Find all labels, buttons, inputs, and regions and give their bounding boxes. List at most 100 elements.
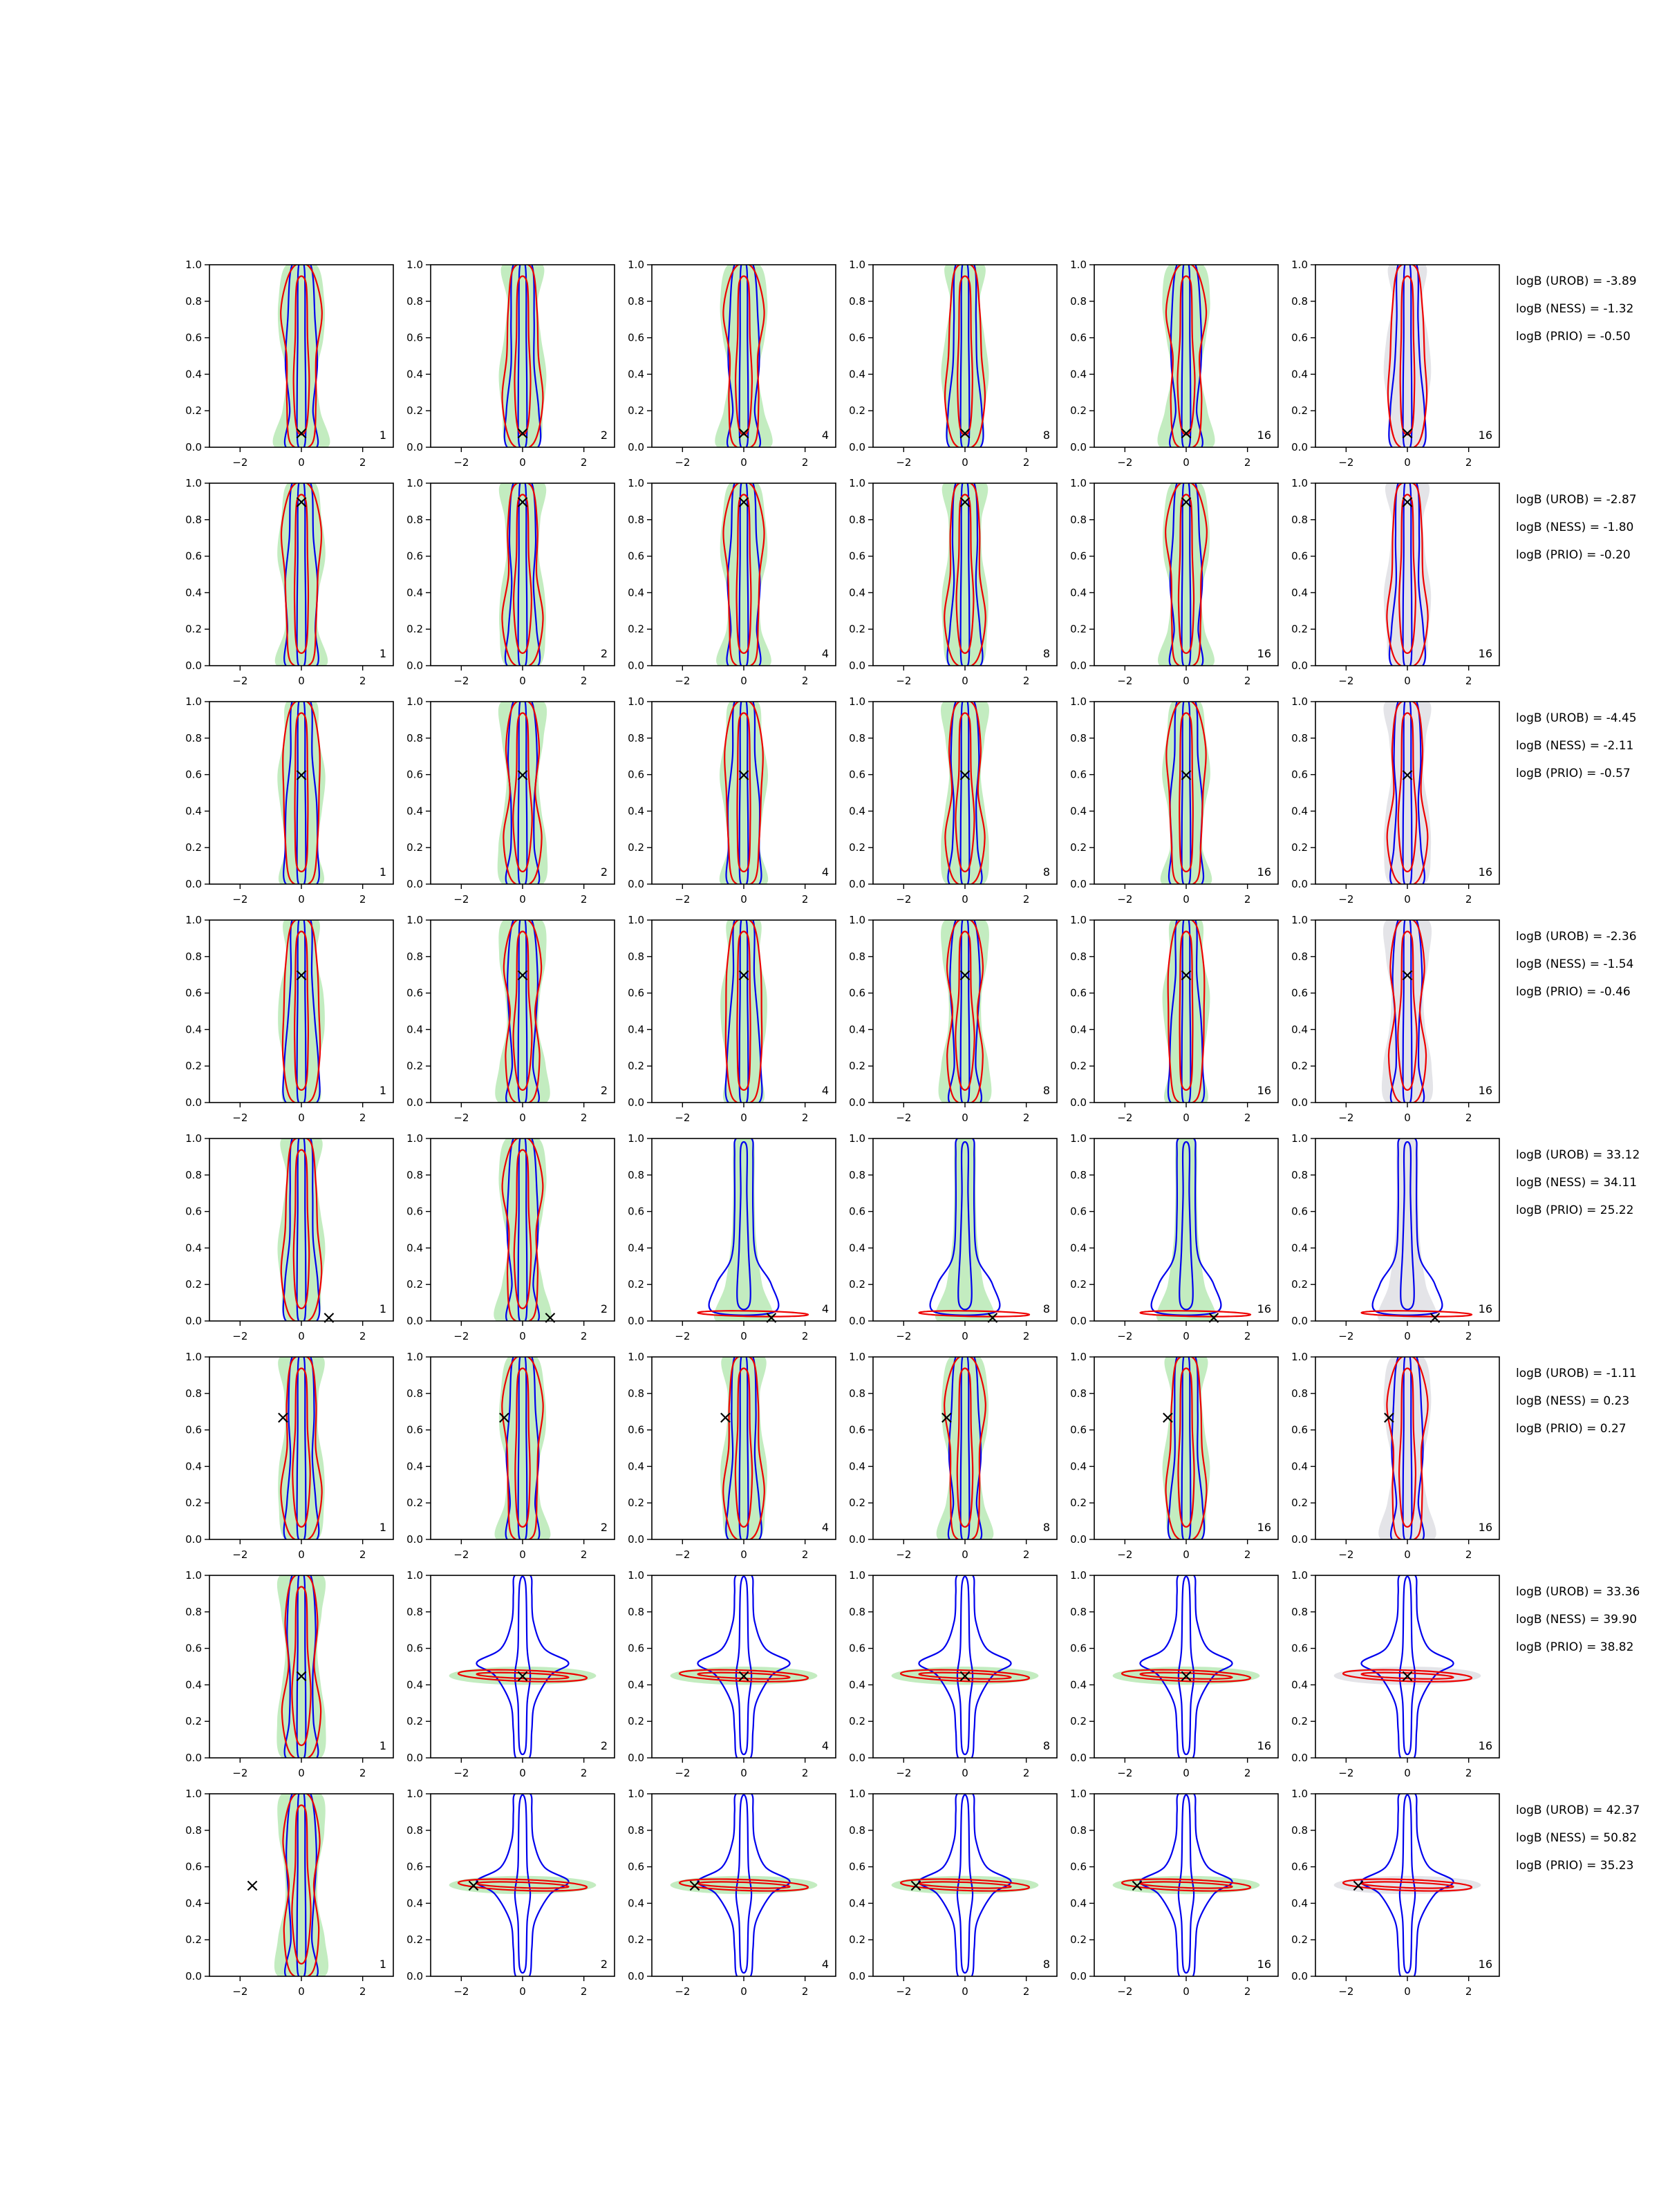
y-tick-label: 0.6 bbox=[849, 332, 865, 344]
y-tick-label: 0.2 bbox=[185, 1715, 202, 1727]
y-tick-label: 0.8 bbox=[849, 1387, 865, 1400]
y-tick-label: 0.2 bbox=[1070, 1715, 1087, 1727]
y-tick-label: 0.6 bbox=[406, 550, 423, 563]
density-fill bbox=[1378, 1357, 1436, 1539]
sample-size-label: 16 bbox=[1257, 865, 1271, 879]
contour-blue-outer bbox=[1139, 1575, 1233, 1758]
sample-size-label: 4 bbox=[822, 1302, 829, 1315]
true-value-marker: × bbox=[939, 1407, 955, 1428]
y-tick-label: 0.2 bbox=[1291, 404, 1308, 417]
contour-layer bbox=[1158, 483, 1215, 666]
x-tick-label: −2 bbox=[896, 675, 911, 687]
y-tick-label: 1.0 bbox=[849, 914, 865, 926]
logb-annotations-r4: logB (UROB) = -2.36 logB (NESS) = -1.54 lo… bbox=[1516, 930, 1637, 999]
contour-blue-inner bbox=[517, 1138, 528, 1321]
contour-red-inner bbox=[735, 494, 752, 654]
contour-red-outer bbox=[1165, 483, 1208, 666]
y-tick-label: 0.6 bbox=[628, 550, 644, 563]
contour-red-outer bbox=[1386, 1357, 1429, 1539]
x-tick-label: 2 bbox=[1244, 675, 1251, 687]
panel-r6-c3: × −2 0 2 0.0 0.2 0.4 0.6 0.8 1.0 4 bbox=[628, 1351, 836, 1561]
y-tick-label: 0.6 bbox=[406, 332, 423, 344]
contour-red-outer bbox=[1121, 1878, 1252, 1892]
true-value-marker: × bbox=[294, 1666, 309, 1687]
density-fill bbox=[720, 920, 767, 1103]
y-tick-label: 0.4 bbox=[849, 1460, 865, 1472]
y-tick-label: 0.2 bbox=[1291, 1060, 1308, 1072]
contour-red-inner bbox=[1177, 494, 1195, 654]
panel-r3-c2: × −2 0 2 0.0 0.2 0.4 0.6 0.8 1.0 2 bbox=[406, 695, 615, 906]
density-fill bbox=[713, 1138, 774, 1321]
contour-red-inner bbox=[956, 1367, 974, 1528]
x-tick-label: 2 bbox=[1244, 893, 1251, 906]
x-tick-label: 2 bbox=[581, 893, 588, 906]
density-fill bbox=[891, 1667, 1039, 1685]
true-value-marker: × bbox=[764, 1308, 779, 1329]
contour-layer bbox=[497, 702, 548, 884]
y-tick-label: 0.0 bbox=[1291, 441, 1308, 453]
contour-red-inner bbox=[291, 1586, 312, 1746]
y-tick-label: 0.2 bbox=[849, 1278, 865, 1291]
logb-annotations-r7: logB (UROB) = 33.36 logB (NESS) = 39.90 lo… bbox=[1516, 1585, 1640, 1654]
x-tick-label: 0 bbox=[1183, 675, 1190, 687]
contour-red-outer bbox=[1387, 920, 1427, 1103]
y-tick-label: 0.2 bbox=[406, 1715, 423, 1727]
sample-size-label: 1 bbox=[379, 1521, 386, 1534]
y-tick-label: 1.0 bbox=[406, 259, 423, 271]
panel-r8-c6: × −2 0 2 0.0 0.2 0.4 0.6 0.8 1.0 16 bbox=[1291, 1788, 1500, 1998]
y-tick-label: 0.4 bbox=[628, 1460, 644, 1472]
y-tick-label: 1.0 bbox=[185, 914, 202, 926]
contour-blue-inner bbox=[517, 1357, 528, 1539]
x-tick-label: 0 bbox=[519, 1548, 526, 1561]
y-tick-label: 0.4 bbox=[1291, 1023, 1308, 1035]
contour-red-outer bbox=[282, 702, 321, 884]
sample-size-label: 8 bbox=[1043, 865, 1050, 879]
contour-blue-inner bbox=[296, 1794, 307, 1976]
y-tick-label: 0.0 bbox=[406, 1315, 423, 1327]
y-tick-label: 0.8 bbox=[628, 1169, 644, 1181]
contour-blue-inner bbox=[735, 1575, 753, 1756]
true-value-marker: × bbox=[687, 1875, 702, 1896]
contour-red-outer bbox=[1386, 483, 1429, 666]
panel-r8-c5: × −2 0 2 0.0 0.2 0.4 0.6 0.8 1.0 16 bbox=[1070, 1788, 1279, 1998]
contour-layer bbox=[274, 1794, 329, 1976]
true-value-marker: × bbox=[1179, 765, 1194, 786]
y-tick-label: 0.6 bbox=[628, 1424, 644, 1436]
contour-blue-inner bbox=[296, 483, 307, 666]
true-value-marker: × bbox=[736, 1666, 751, 1687]
contour-layer bbox=[936, 1357, 994, 1539]
y-tick-label: 0.6 bbox=[1070, 987, 1087, 1000]
contour-layer bbox=[1139, 1138, 1252, 1321]
contour-layer bbox=[720, 1357, 767, 1539]
true-value-marker: × bbox=[1351, 1875, 1366, 1896]
contour-blue-inner bbox=[1181, 920, 1192, 1103]
x-tick-label: −2 bbox=[675, 1985, 690, 1998]
x-tick-label: 2 bbox=[1465, 1985, 1472, 1998]
x-tick-label: 2 bbox=[1023, 1330, 1030, 1342]
sample-size-label: 16 bbox=[1479, 1302, 1492, 1315]
x-tick-label: 2 bbox=[1465, 456, 1472, 469]
logb-annotation: logB (UROB) = 33.36 bbox=[1516, 1585, 1640, 1599]
x-tick-label: 0 bbox=[519, 1985, 526, 1998]
y-tick-label: 0.6 bbox=[1070, 1861, 1087, 1873]
sample-size-label: 16 bbox=[1257, 1302, 1271, 1315]
contour-layer bbox=[1383, 702, 1432, 884]
true-value-marker: × bbox=[294, 423, 309, 444]
logb-annotation: logB (PRIO) = -0.50 bbox=[1516, 330, 1631, 344]
contour-blue-inner bbox=[1181, 1357, 1192, 1539]
contour-red-inner bbox=[1139, 1881, 1233, 1889]
x-tick-label: 0 bbox=[298, 675, 305, 687]
y-tick-label: 0.0 bbox=[406, 1970, 423, 1983]
y-tick-label: 0.4 bbox=[185, 1897, 202, 1909]
y-tick-label: 0.0 bbox=[1070, 1752, 1087, 1764]
x-tick-label: 0 bbox=[298, 1330, 305, 1342]
true-value-marker: × bbox=[736, 965, 751, 986]
y-tick-label: 0.6 bbox=[1291, 1424, 1308, 1436]
contour-blue-outer bbox=[1389, 702, 1425, 884]
y-tick-label: 0.8 bbox=[1291, 1169, 1308, 1181]
contour-red-outer bbox=[944, 702, 986, 884]
density-fill bbox=[941, 265, 989, 447]
contour-layer bbox=[1383, 265, 1432, 447]
y-tick-label: 0.4 bbox=[406, 368, 423, 380]
y-tick-label: 0.6 bbox=[1291, 550, 1308, 563]
